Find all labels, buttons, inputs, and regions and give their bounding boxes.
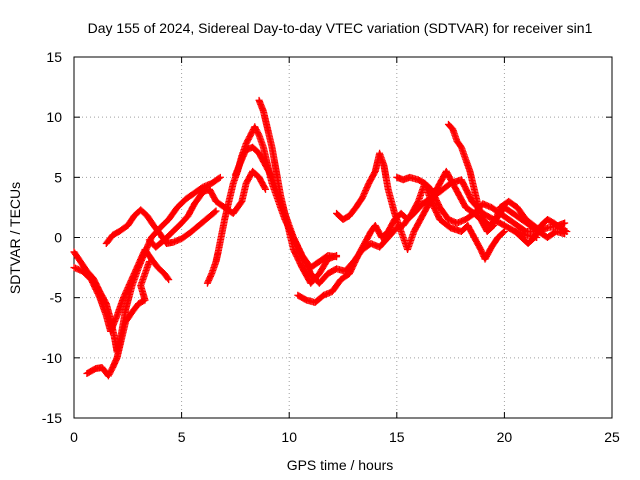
- series-track-3: [83, 258, 153, 380]
- data-point: [261, 184, 269, 192]
- x-tick-label: 20: [497, 429, 513, 445]
- data-point: [212, 207, 220, 215]
- axis-ticks: 0 5 10 15 20 25 -15 -10 -5 0 5 10 15: [42, 49, 620, 445]
- data-point: [333, 252, 341, 260]
- x-tick-label: 0: [70, 429, 78, 445]
- series-track-14: [511, 215, 571, 248]
- y-tick-label: -15: [42, 410, 62, 426]
- data-point: [164, 274, 172, 282]
- x-axis-label: GPS time / hours: [287, 457, 394, 473]
- y-axis-label: SDTVAR / TECUs: [7, 182, 23, 294]
- x-tick-label: 10: [281, 429, 297, 445]
- y-tick-label: 15: [46, 49, 62, 65]
- y-tick-label: -5: [50, 290, 63, 306]
- x-tick-label: 5: [178, 429, 186, 445]
- series-track-5: [145, 167, 270, 251]
- y-tick-label: 5: [54, 169, 62, 185]
- x-tick-label: 15: [389, 429, 405, 445]
- data-point: [145, 258, 153, 266]
- data-point: [211, 208, 219, 216]
- series-track-12: [393, 173, 508, 263]
- data-point: [500, 227, 508, 235]
- data-point: [165, 276, 173, 284]
- data-point: [561, 219, 569, 227]
- x-tick-label: 25: [604, 429, 620, 445]
- y-tick-label: 0: [54, 230, 62, 246]
- data-point: [262, 185, 270, 193]
- data-points: [70, 96, 571, 380]
- series-track-8: [255, 96, 341, 287]
- series-track-4: [102, 206, 220, 248]
- data-point: [216, 173, 224, 181]
- chart-title: Day 155 of 2024, Sidereal Day-to-day VTE…: [88, 20, 593, 36]
- data-point: [562, 227, 570, 235]
- series-track-13: [444, 120, 569, 241]
- data-point: [563, 227, 571, 235]
- data-point: [499, 228, 507, 236]
- grid-lines: [74, 57, 612, 418]
- data-point: [215, 174, 223, 182]
- y-tick-label: 10: [46, 109, 62, 125]
- y-tick-label: -10: [42, 350, 62, 366]
- series-track-2: [70, 246, 173, 335]
